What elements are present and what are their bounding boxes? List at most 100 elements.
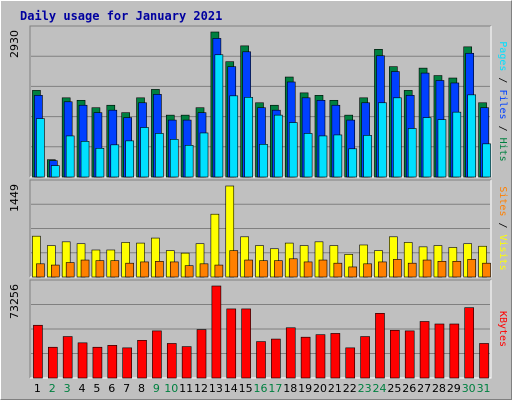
bar-sites-31 xyxy=(482,262,491,278)
legend-1: Pages / Files / Hits xyxy=(497,41,508,161)
x-tick-label-29: 29 xyxy=(447,382,461,395)
bar-sites-2 xyxy=(51,264,60,278)
bar-kbytes-15 xyxy=(241,308,251,379)
bar-kbytes-21 xyxy=(330,333,341,379)
y-axis-max-label: 2930 xyxy=(8,30,21,58)
y-axis-max-label: 1449 xyxy=(8,184,21,212)
bar-kbytes-12 xyxy=(196,329,207,379)
x-tick-label-25: 25 xyxy=(387,382,401,395)
x-tick-label-30: 30 xyxy=(462,382,476,395)
legend-separator: / xyxy=(497,216,508,234)
x-tick-label-15: 15 xyxy=(239,382,253,395)
x-tick-label-11: 11 xyxy=(179,382,193,395)
x-tick-label-10: 10 xyxy=(164,382,178,395)
bar-sites-13 xyxy=(214,264,224,278)
x-tick-label-19: 19 xyxy=(298,382,312,395)
legend-item-files: Files xyxy=(497,89,508,119)
bar-pages-24 xyxy=(378,102,387,178)
bar-kbytes-31 xyxy=(479,343,489,379)
bar-pages-9 xyxy=(155,133,164,178)
bar-sites-29 xyxy=(452,260,462,278)
x-tick-label-21: 21 xyxy=(328,382,342,395)
bar-kbytes-27 xyxy=(419,321,430,379)
bar-pages-11 xyxy=(184,145,194,178)
bar-pages-10 xyxy=(169,139,179,178)
bar-sites-28 xyxy=(437,260,447,278)
plot-border-dark xyxy=(29,179,491,277)
bar-kbytes-29 xyxy=(449,323,460,379)
x-tick-label-24: 24 xyxy=(372,382,386,395)
x-tick-label-1: 1 xyxy=(34,382,41,395)
bar-pages-30 xyxy=(467,94,476,178)
bar-sites-23 xyxy=(363,263,372,278)
bar-pages-19 xyxy=(303,133,313,178)
bar-pages-3 xyxy=(65,135,75,178)
bar-kbytes-19 xyxy=(300,336,311,379)
bar-kbytes-22 xyxy=(345,347,356,379)
bar-kbytes-13 xyxy=(211,285,222,379)
bar-kbytes-11 xyxy=(181,346,192,379)
bar-pages-28 xyxy=(437,119,447,178)
bar-pages-13 xyxy=(214,54,224,178)
x-tick-label-23: 23 xyxy=(358,382,372,395)
bar-sites-14 xyxy=(229,250,239,278)
bar-pages-26 xyxy=(407,128,417,178)
bar-pages-7 xyxy=(125,140,134,178)
x-tick-label-2: 2 xyxy=(49,382,56,395)
x-tick-label-27: 27 xyxy=(417,382,431,395)
bar-pages-1 xyxy=(36,118,45,178)
bar-pages-8 xyxy=(140,127,149,178)
bar-pages-14 xyxy=(229,95,239,178)
bar-pages-2 xyxy=(51,165,60,178)
bar-sites-7 xyxy=(125,262,134,278)
bar-sites-20 xyxy=(318,259,328,278)
bar-sites-27 xyxy=(422,259,432,278)
bar-sites-8 xyxy=(140,261,149,278)
bar-sites-10 xyxy=(169,261,179,278)
bar-pages-6 xyxy=(110,144,120,178)
bar-sites-4 xyxy=(80,259,90,278)
bar-pages-29 xyxy=(452,111,462,178)
bar-sites-30 xyxy=(467,259,476,278)
legend-3: KBytes xyxy=(497,311,508,347)
bar-sites-15 xyxy=(244,259,253,278)
bar-sites-1 xyxy=(36,263,45,278)
bar-sites-16 xyxy=(259,260,268,278)
bar-sites-26 xyxy=(407,262,417,278)
bar-kbytes-5 xyxy=(92,346,103,379)
bar-pages-31 xyxy=(482,143,491,178)
bar-pages-25 xyxy=(393,97,402,178)
bar-kbytes-24 xyxy=(375,313,385,379)
bar-kbytes-8 xyxy=(137,340,147,379)
x-tick-label-6: 6 xyxy=(108,382,115,395)
x-tick-label-8: 8 xyxy=(138,382,145,395)
legend-item-hits: Hits xyxy=(497,138,508,162)
bar-sites-6 xyxy=(110,260,120,278)
bar-sites-24 xyxy=(378,261,387,278)
bar-sites-18 xyxy=(288,258,298,278)
bar-pages-23 xyxy=(363,135,372,178)
bar-sites-25 xyxy=(393,259,402,278)
x-tick-label-18: 18 xyxy=(283,382,297,395)
bar-pages-16 xyxy=(259,144,268,178)
bar-pages-4 xyxy=(80,141,90,178)
y-axis-max-label: 73256 xyxy=(8,284,21,319)
bar-pages-15 xyxy=(244,97,253,178)
x-tick-label-16: 16 xyxy=(254,382,268,395)
bar-sites-17 xyxy=(274,260,283,278)
x-tick-label-12: 12 xyxy=(194,382,208,395)
legend-2: Sites / Visits xyxy=(497,186,508,270)
plot-border-dark xyxy=(29,279,491,378)
bar-sites-9 xyxy=(155,260,164,278)
x-tick-label-3: 3 xyxy=(64,382,71,395)
legend-item-pages: Pages xyxy=(497,41,508,71)
bar-sites-21 xyxy=(333,262,343,278)
bar-pages-18 xyxy=(288,122,298,178)
bar-kbytes-2 xyxy=(48,346,58,379)
bar-kbytes-17 xyxy=(271,338,281,379)
x-tick-label-17: 17 xyxy=(268,382,282,395)
bar-sites-22 xyxy=(348,266,358,278)
bar-kbytes-14 xyxy=(226,308,237,379)
